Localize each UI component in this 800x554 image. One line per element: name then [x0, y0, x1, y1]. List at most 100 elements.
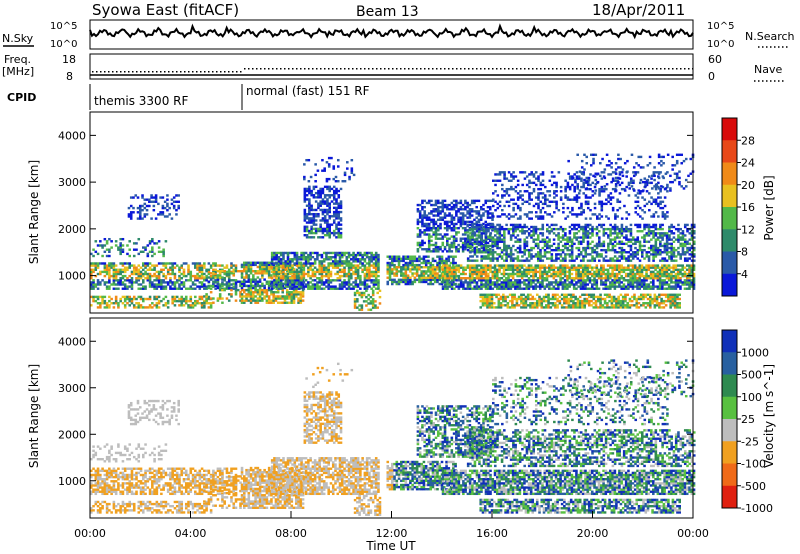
heatmap-cell — [593, 287, 596, 290]
heatmap-cell — [584, 236, 588, 239]
heatmap-cell — [103, 244, 107, 247]
heatmap-cell — [187, 272, 190, 276]
heatmap-cell — [182, 272, 186, 276]
heatmap-cell — [126, 268, 129, 271]
heatmap-cell — [466, 234, 470, 237]
heatmap-cell — [518, 225, 522, 229]
heatmap-cell — [326, 212, 329, 216]
heatmap-cell — [552, 248, 556, 252]
heatmap-cell — [293, 274, 297, 278]
heatmap-cell — [454, 255, 457, 258]
nave-point — [540, 68, 542, 70]
heatmap-cell — [360, 293, 364, 297]
heatmap-cell — [103, 268, 107, 271]
heatmap-cell — [334, 260, 337, 263]
heatmap-cell — [283, 301, 287, 304]
heatmap-cell — [482, 268, 486, 271]
heatmap-cell — [514, 268, 517, 271]
heatmap-cell — [568, 225, 572, 229]
heatmap-cell — [534, 244, 538, 248]
heatmap-cell — [527, 232, 531, 235]
heatmap-cell — [218, 293, 222, 296]
heatmap-cell — [436, 278, 439, 282]
heatmap-cell — [150, 196, 153, 199]
heatmap-cell — [665, 287, 669, 290]
heatmap-cell — [615, 272, 619, 276]
heatmap-cell — [200, 266, 204, 269]
heatmap-cell — [455, 248, 458, 251]
heatmap-cell — [534, 285, 538, 288]
heatmap-cell — [123, 266, 127, 269]
heatmap-cell — [370, 251, 373, 255]
heatmap-cell — [365, 253, 369, 257]
heatmap-cell — [339, 227, 343, 231]
heatmap-cell — [688, 270, 691, 274]
heatmap-cell — [663, 279, 666, 282]
heatmap-cell — [368, 277, 371, 280]
heatmap-cell — [413, 276, 417, 279]
heatmap-cell — [356, 268, 360, 271]
nave-point — [528, 68, 530, 70]
heatmap-cell — [323, 221, 327, 224]
heatmap-cell — [457, 201, 460, 205]
heatmap-cell — [397, 263, 401, 267]
heatmap-cell — [466, 244, 470, 248]
heatmap-cell — [121, 270, 125, 274]
heatmap-cell — [453, 287, 456, 290]
heatmap-cell — [302, 253, 306, 257]
nave-point — [136, 71, 138, 73]
heatmap-cell — [584, 223, 588, 227]
heatmap-cell — [325, 270, 328, 274]
heatmap-cell — [491, 236, 495, 239]
heatmap-cell — [541, 238, 545, 241]
heatmap-cell — [424, 272, 428, 275]
heatmap-cell — [295, 258, 299, 261]
heatmap-cell — [554, 274, 558, 278]
heatmap-cell — [509, 287, 513, 290]
heatmap-cell — [681, 268, 684, 271]
heatmap-cell — [618, 283, 621, 286]
heatmap-cell — [308, 191, 311, 195]
heatmap-cell — [484, 283, 488, 286]
heatmap-cell — [546, 227, 549, 231]
heatmap-cell — [377, 285, 380, 288]
heatmap-cell — [334, 262, 337, 265]
heatmap-cell — [427, 199, 431, 203]
heatmap-cell — [117, 287, 120, 290]
heatmap-cell — [314, 180, 317, 183]
heatmap-cell — [475, 274, 479, 278]
heatmap-cell — [409, 270, 412, 273]
heatmap-cell — [631, 277, 635, 280]
heatmap-cell — [633, 264, 637, 267]
heatmap-cell — [254, 261, 257, 264]
heatmap-cell — [484, 270, 488, 274]
heatmap-cell — [452, 237, 456, 240]
heatmap-cell — [473, 264, 476, 267]
heatmap-cell — [146, 244, 150, 247]
heatmap-cell — [332, 215, 336, 218]
heatmap-cell — [600, 223, 603, 227]
heatmap-cell — [309, 285, 312, 288]
heatmap-cell — [527, 259, 531, 262]
heatmap-cell — [418, 212, 422, 215]
heatmap-cell — [126, 287, 129, 290]
heatmap-cell — [212, 280, 215, 283]
heatmap-cell — [187, 299, 190, 303]
heatmap-cell — [548, 238, 551, 241]
heatmap-cell — [570, 266, 574, 269]
heatmap-cell — [263, 278, 266, 281]
heatmap-cell — [374, 304, 377, 307]
heatmap-cell — [108, 295, 111, 299]
nave-point — [444, 68, 446, 70]
heatmap-cell — [90, 264, 93, 267]
heatmap-cell — [356, 300, 359, 303]
heatmap-cell — [688, 268, 691, 271]
heatmap-cell — [146, 274, 150, 278]
heatmap-cell — [496, 240, 499, 243]
heatmap-cell — [550, 266, 553, 269]
heatmap-cell — [155, 264, 159, 267]
heatmap-cell — [336, 279, 340, 282]
heatmap-cell — [284, 268, 288, 271]
heatmap-cell — [267, 272, 271, 275]
heatmap-cell — [286, 281, 290, 284]
